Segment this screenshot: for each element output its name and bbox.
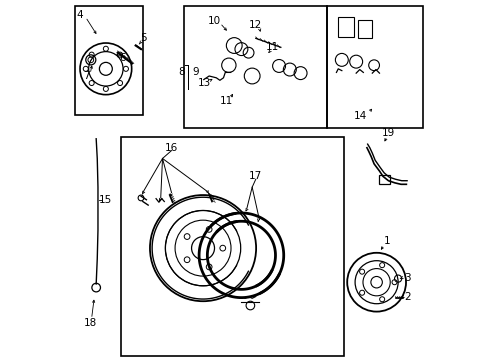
Text: 18: 18 xyxy=(83,319,97,328)
Text: 13: 13 xyxy=(198,78,212,88)
Bar xyxy=(74,6,143,116)
Bar xyxy=(122,137,343,356)
Text: 5: 5 xyxy=(141,33,147,43)
Text: 9: 9 xyxy=(192,67,199,77)
Bar xyxy=(327,6,422,128)
Text: 10: 10 xyxy=(208,17,221,27)
Text: 16: 16 xyxy=(165,143,178,153)
Bar xyxy=(338,17,354,37)
Text: 11: 11 xyxy=(220,96,233,106)
Text: 12: 12 xyxy=(249,20,262,30)
Bar xyxy=(379,175,390,184)
Text: 3: 3 xyxy=(404,273,411,283)
Text: 17: 17 xyxy=(249,171,262,181)
Text: 2: 2 xyxy=(404,292,411,302)
Text: 1: 1 xyxy=(383,236,390,246)
Bar xyxy=(184,6,327,128)
Text: 6: 6 xyxy=(119,53,125,63)
Text: 7: 7 xyxy=(83,71,90,81)
Bar xyxy=(358,21,372,39)
Text: 4: 4 xyxy=(77,10,83,20)
Text: 15: 15 xyxy=(98,195,112,205)
Text: 19: 19 xyxy=(382,128,395,138)
Text: 14: 14 xyxy=(354,111,367,121)
Text: 11: 11 xyxy=(266,42,279,51)
Text: 8: 8 xyxy=(178,67,184,77)
